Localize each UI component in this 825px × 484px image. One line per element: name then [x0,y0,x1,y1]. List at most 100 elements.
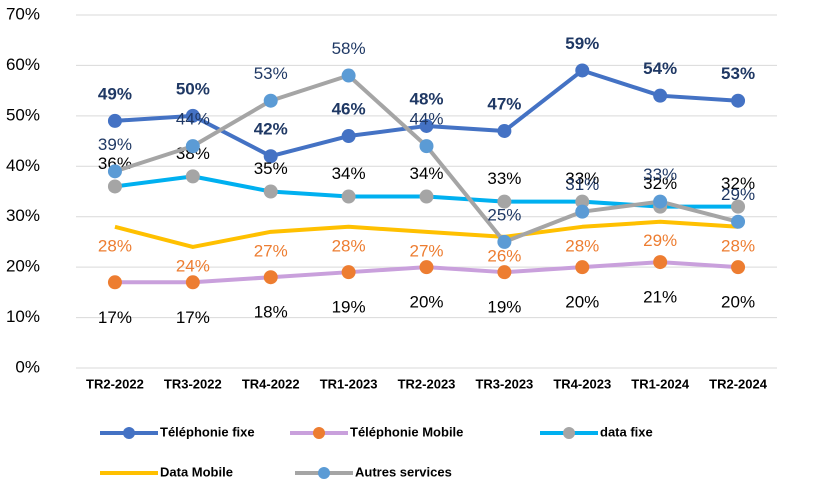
data-label: 39% [98,135,132,154]
legend-label: Téléphonie Mobile [350,424,463,439]
series-line [114,219,739,249]
legend-marker [318,467,330,479]
marker [185,108,200,123]
marker [185,275,200,290]
marker [419,118,434,133]
data-label: 28% [98,236,132,255]
data-label: 59% [565,34,599,53]
marker [575,204,590,219]
x-tick-label: TR4-2022 [242,376,300,391]
data-label: 20% [565,293,599,312]
data-label: 20% [721,293,755,312]
marker [263,93,278,108]
y-tick-label: 10% [6,307,40,326]
marker [341,265,356,280]
data-label: 28% [332,236,366,255]
data-label: 29% [721,185,755,204]
data-label: 20% [409,293,443,312]
marker [731,199,746,214]
marker [731,214,746,229]
y-tick-label: 30% [6,206,40,225]
marker [107,113,122,128]
x-tick-label: TR1-2024 [631,376,690,391]
marker [341,68,356,83]
marker [731,93,746,108]
legend-label: Téléphonie fixe [160,424,255,439]
marker [107,275,122,290]
x-tick-label: TR2-2023 [398,376,456,391]
data-label: 27% [254,241,288,260]
data-label: 42% [254,120,288,139]
marker [341,189,356,204]
data-label: 32% [721,174,755,193]
data-label: 50% [176,79,210,98]
y-tick-label: 70% [6,4,40,23]
x-tick-label: TR2-2022 [86,376,144,391]
marker [575,194,590,209]
legend-label: Autres services [355,464,452,479]
data-label: 18% [254,303,288,322]
marker [263,270,278,285]
marker [497,234,512,249]
data-label: 35% [254,159,288,178]
data-label: 25% [487,205,521,224]
data-label: 19% [487,298,521,317]
data-label: 46% [332,100,366,119]
marker [419,260,434,275]
data-label: 21% [643,288,677,307]
data-label: 34% [409,164,443,183]
legend-marker [313,427,325,439]
data-label: 27% [409,241,443,260]
marker [653,88,668,103]
data-label: 31% [565,175,599,194]
data-label: 17% [176,308,210,327]
marker [575,260,590,275]
data-label: 17% [98,308,132,327]
data-label: 33% [643,165,677,184]
legend-marker [123,427,135,439]
marker [185,139,200,154]
data-label: 34% [332,164,366,183]
marker [107,164,122,179]
legend-label: Data Mobile [160,464,233,479]
marker [419,189,434,204]
y-tick-label: 50% [6,105,40,124]
data-label: 33% [565,169,599,188]
data-label: 19% [332,298,366,317]
marker [185,169,200,184]
data-label: 26% [487,246,521,265]
data-label: 28% [721,236,755,255]
data-label: 49% [98,84,132,103]
marker [419,139,434,154]
x-tick-label: TR3-2023 [475,376,533,391]
data-label: 48% [409,89,443,108]
marker [497,265,512,280]
data-label: 24% [176,256,210,275]
data-label: 54% [643,59,677,78]
x-tick-label: TR3-2022 [164,376,222,391]
data-label: 32% [643,174,677,193]
data-label: 58% [332,39,366,58]
data-label: 44% [409,110,443,129]
legend-label: data fixe [600,424,653,439]
data-label: 47% [487,94,521,113]
y-tick-label: 20% [6,257,40,276]
data-label: 33% [487,169,521,188]
y-tick-label: 40% [6,156,40,175]
x-tick-label: TR4-2023 [553,376,611,391]
marker [653,194,668,209]
marker [731,260,746,275]
x-tick-label: TR2-2024 [709,376,768,391]
marker [497,123,512,138]
x-tick-label: TR1-2023 [320,376,378,391]
data-label: 29% [643,231,677,250]
marker [653,255,668,270]
data-label: 44% [176,110,210,129]
legend-marker [563,427,575,439]
y-tick-label: 60% [6,55,40,74]
marker [341,129,356,144]
y-tick-label: 0% [15,357,40,376]
data-label: 53% [254,64,288,83]
data-label: 53% [721,64,755,83]
